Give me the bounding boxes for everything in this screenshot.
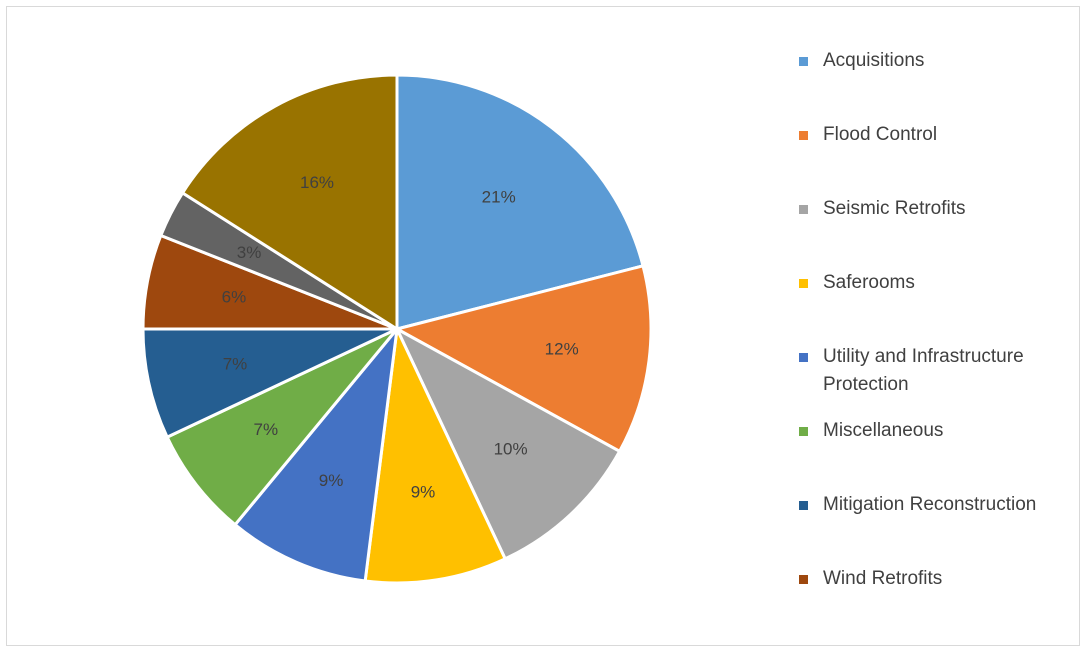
legend-item-miscellaneous: Miscellaneous [799,417,1086,445]
data-label-saferooms: 9% [411,482,436,501]
pie-slice-miscellaneous [165,327,399,527]
pie-slice-saferooms [363,327,507,585]
data-label-acquisitions: 21% [482,187,516,206]
legend-label: Mitigation Reconstruction [823,494,1037,515]
data-label-flood-control: 12% [545,339,579,358]
legend-label: Saferooms [823,272,915,293]
legend-item-seismic-retrofits: Seismic Retrofits [799,195,1086,223]
legend-item-acquisitions: Acquisitions [799,47,1086,75]
legend-label: Miscellaneous [823,420,944,441]
legend-label: Flood Control [823,124,938,145]
pie-chart: 21% 12% 10% 9% 9% 7% 7% 6% 3% 16% [141,73,653,585]
chart-area: 21% 12% 10% 9% 9% 7% 7% 6% 3% 16% Acquisitions Flo… [6,6,1080,646]
data-label-segment-9: 3% [237,243,262,262]
data-label-seismic-retrofits: 10% [494,439,528,458]
legend-swatch [799,575,808,584]
legend-swatch [799,353,808,362]
data-label-miscellaneous: 7% [254,420,279,439]
legend-label: Wind Retrofits [823,568,943,589]
pie-slice-seismic-retrofits [395,327,622,561]
data-label-segment-10: 16% [300,173,334,192]
legend-label: Seismic Retrofits [823,198,966,219]
data-label-utility-and-infrastructure-protection: 9% [319,471,344,490]
legend-item-mitigation-reconstruction: Mitigation Reconstruction [799,491,1086,519]
data-label-wind-retrofits: 6% [222,287,247,306]
pie-slice-utility-and-infrastructure-protection [233,327,399,583]
legend-swatch [799,501,808,510]
pie-slices [141,73,653,585]
pie-slice-segment-10 [181,73,399,331]
legend-swatch [799,279,808,288]
legend-item-wind-retrofits: Wind Retrofits [799,565,1086,593]
data-label-mitigation-reconstruction: 7% [223,355,248,374]
pie-slice-mitigation-reconstruction [141,327,399,439]
slice-labels: 21% 12% 10% 9% 9% 7% 7% 6% 3% 16% [222,173,579,502]
legend-item-saferooms: Saferooms [799,269,1086,297]
pie-slice-flood-control [395,264,653,453]
legend-swatch [799,427,808,436]
legend-label: Acquisitions [823,50,925,71]
legend-item-utility-and-infrastructure-protection: Utility and Infrastructure Protection [799,343,1086,399]
legend-swatch [799,131,808,140]
legend-item-flood-control: Flood Control [799,121,1086,149]
legend-swatch [799,205,808,214]
pie-slice-acquisitions [395,73,645,331]
legend-swatch [799,57,808,66]
legend-label: Utility and Infrastructure Protection [823,346,1024,395]
